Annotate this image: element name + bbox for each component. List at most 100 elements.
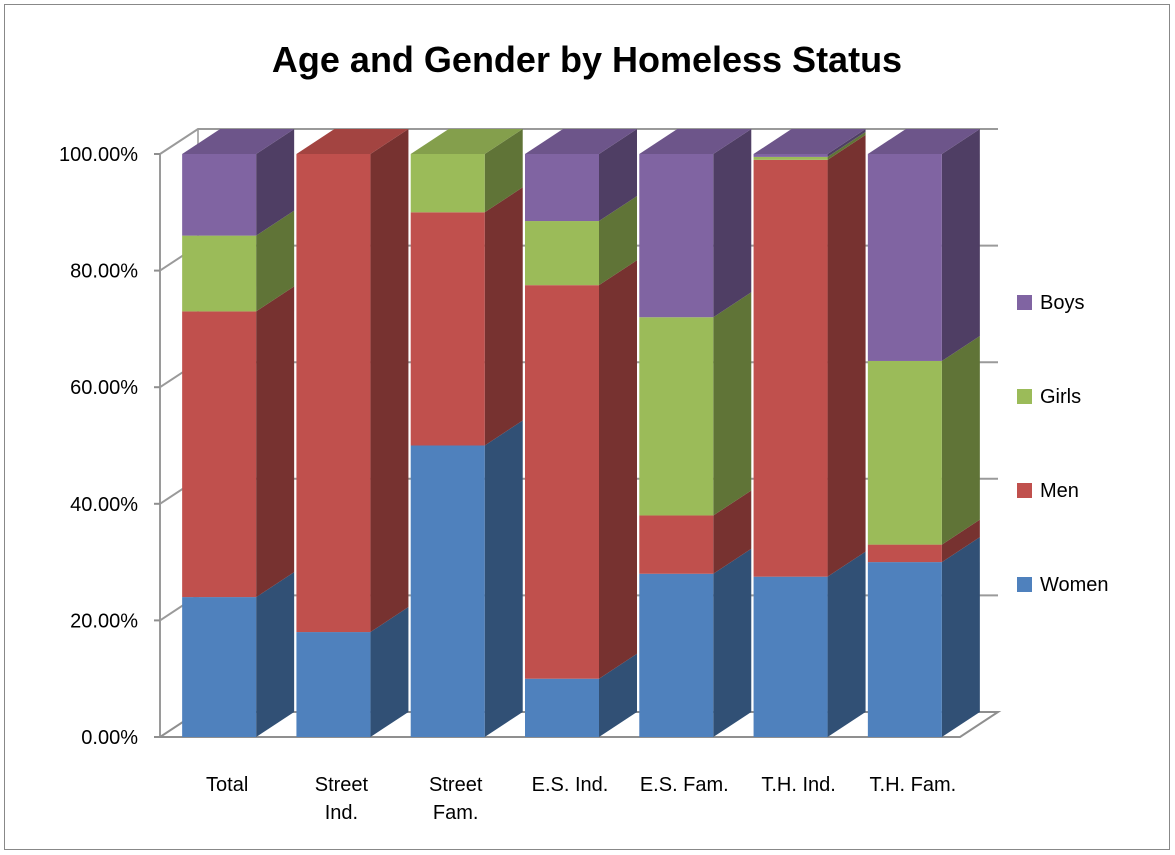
bar-segment-t-h-ind-men — [753, 134, 866, 577]
bar-segment-street-fam-women — [410, 420, 523, 737]
bar-side-face — [941, 537, 980, 737]
bar-group-street-fam — [410, 129, 523, 737]
bar-group-e-s-fam — [639, 129, 752, 737]
bar-segment-e-s-fam-men — [639, 490, 752, 574]
bar-top-face — [410, 129, 523, 154]
bar-segment-t-h-fam-boys — [867, 129, 980, 361]
bar-side-face — [941, 519, 980, 563]
bar-side-face — [941, 129, 980, 361]
x-tick-label: Fam. — [433, 802, 479, 824]
legend: Boys Girls Men Women — [1017, 292, 1109, 596]
x-axis-labels: Total Street Ind. Street Fam. E.S. Ind. E.S. F… — [206, 774, 956, 824]
bar-side-face — [256, 210, 295, 312]
bar-segment-e-s-ind-boys — [525, 129, 637, 222]
bar-side-face — [370, 607, 409, 737]
x-tick-label: Ind. — [325, 802, 358, 824]
bar-side-face — [370, 129, 409, 633]
bar-side-face — [827, 129, 866, 157]
bar-front-face — [753, 156, 828, 160]
bar-front-face — [296, 632, 371, 737]
bar-front-face — [639, 317, 714, 516]
bar-front-face — [867, 154, 942, 361]
bar-front-face — [410, 445, 485, 737]
bar-front-face — [753, 576, 828, 737]
bar-side-face — [713, 292, 752, 516]
x-tick-label: Street — [315, 774, 369, 796]
bar-segment-total-men — [182, 286, 295, 598]
bar-side-face — [713, 548, 752, 737]
bar-segment-street-ind-men — [296, 129, 409, 633]
y-axis-ticks: 0.00% 20.00% 40.00% 60.00% 80.00% 100.00% — [59, 144, 160, 749]
bar-segment-t-h-ind-boys — [753, 129, 866, 157]
y-tick-label: 80.00% — [70, 261, 138, 283]
y-tick-label: 60.00% — [70, 377, 138, 399]
bar-group-t-h-fam — [867, 129, 980, 737]
bar-side-face — [941, 335, 980, 545]
bar-group-e-s-ind — [525, 129, 637, 737]
bar-side-face — [599, 196, 637, 286]
legend-label: Boys — [1040, 292, 1084, 314]
legend-swatch — [1017, 577, 1032, 592]
legend-swatch — [1017, 389, 1032, 404]
bar-front-face — [525, 285, 599, 679]
legend-label: Men — [1040, 480, 1079, 502]
x-tick-label: E.S. Ind. — [532, 774, 609, 796]
bar-side-face — [484, 187, 523, 446]
bar-front-face — [525, 678, 599, 737]
legend-swatch — [1017, 295, 1032, 310]
bar-segment-street-fam-men — [410, 187, 523, 446]
bar-top-face — [639, 129, 752, 154]
x-tick-label: T.H. Ind. — [761, 774, 835, 796]
bars — [182, 129, 980, 737]
x-tick-label: E.S. Fam. — [640, 774, 729, 796]
bar-segment-t-h-fam-girls — [867, 335, 980, 545]
bar-top-face — [867, 129, 980, 154]
bar-front-face — [182, 597, 257, 737]
bar-front-face — [867, 360, 942, 545]
bar-front-face — [867, 562, 942, 737]
bar-front-face — [296, 154, 371, 633]
bar-side-face — [599, 260, 637, 679]
legend-item-women: Women — [1017, 574, 1109, 596]
bar-front-face — [182, 235, 257, 312]
legend-label: Women — [1040, 574, 1109, 596]
bar-side-face — [827, 134, 866, 577]
legend-swatch — [1017, 483, 1032, 498]
bar-front-face — [182, 311, 257, 598]
bar-segment-total-girls — [182, 210, 295, 312]
bar-front-face — [182, 154, 257, 236]
bar-segment-street-ind-women — [296, 607, 409, 737]
x-tick-label: T.H. Fam. — [870, 774, 957, 796]
bar-front-face — [753, 154, 828, 157]
bar-side-face — [256, 286, 295, 598]
bar-side-face — [484, 129, 523, 213]
bar-front-face — [410, 212, 485, 446]
bar-side-face — [599, 129, 637, 222]
y-tick-label: 40.00% — [70, 494, 138, 516]
x-tick-label: Total — [206, 774, 248, 796]
bar-side-face — [484, 420, 523, 737]
bar-segment-e-s-ind-women — [525, 653, 637, 737]
bar-segment-t-h-ind-girls — [753, 131, 866, 160]
bar-side-face — [713, 129, 752, 318]
bar-segment-total-women — [182, 572, 295, 737]
bar-group-street-ind — [296, 129, 409, 737]
bar-front-face — [525, 154, 599, 222]
bar-group-total — [182, 129, 295, 737]
bar-side-face — [827, 131, 866, 160]
legend-item-men: Men — [1017, 480, 1079, 502]
bar-segment-t-h-fam-women — [867, 537, 980, 737]
bar-front-face — [525, 221, 599, 286]
legend-item-boys: Boys — [1017, 292, 1084, 314]
bar-segment-total-boys — [182, 129, 295, 236]
y-tick-label: 0.00% — [81, 727, 138, 749]
bar-group-t-h-ind — [753, 129, 866, 737]
bar-side-face — [827, 551, 866, 737]
bar-segment-e-s-fam-boys — [639, 129, 752, 318]
bar-segment-e-s-fam-women — [639, 548, 752, 737]
bar-side-face — [713, 490, 752, 574]
bar-segment-street-fam-girls — [410, 129, 523, 213]
bar-side-face — [256, 129, 295, 236]
bar-top-face — [296, 129, 409, 154]
